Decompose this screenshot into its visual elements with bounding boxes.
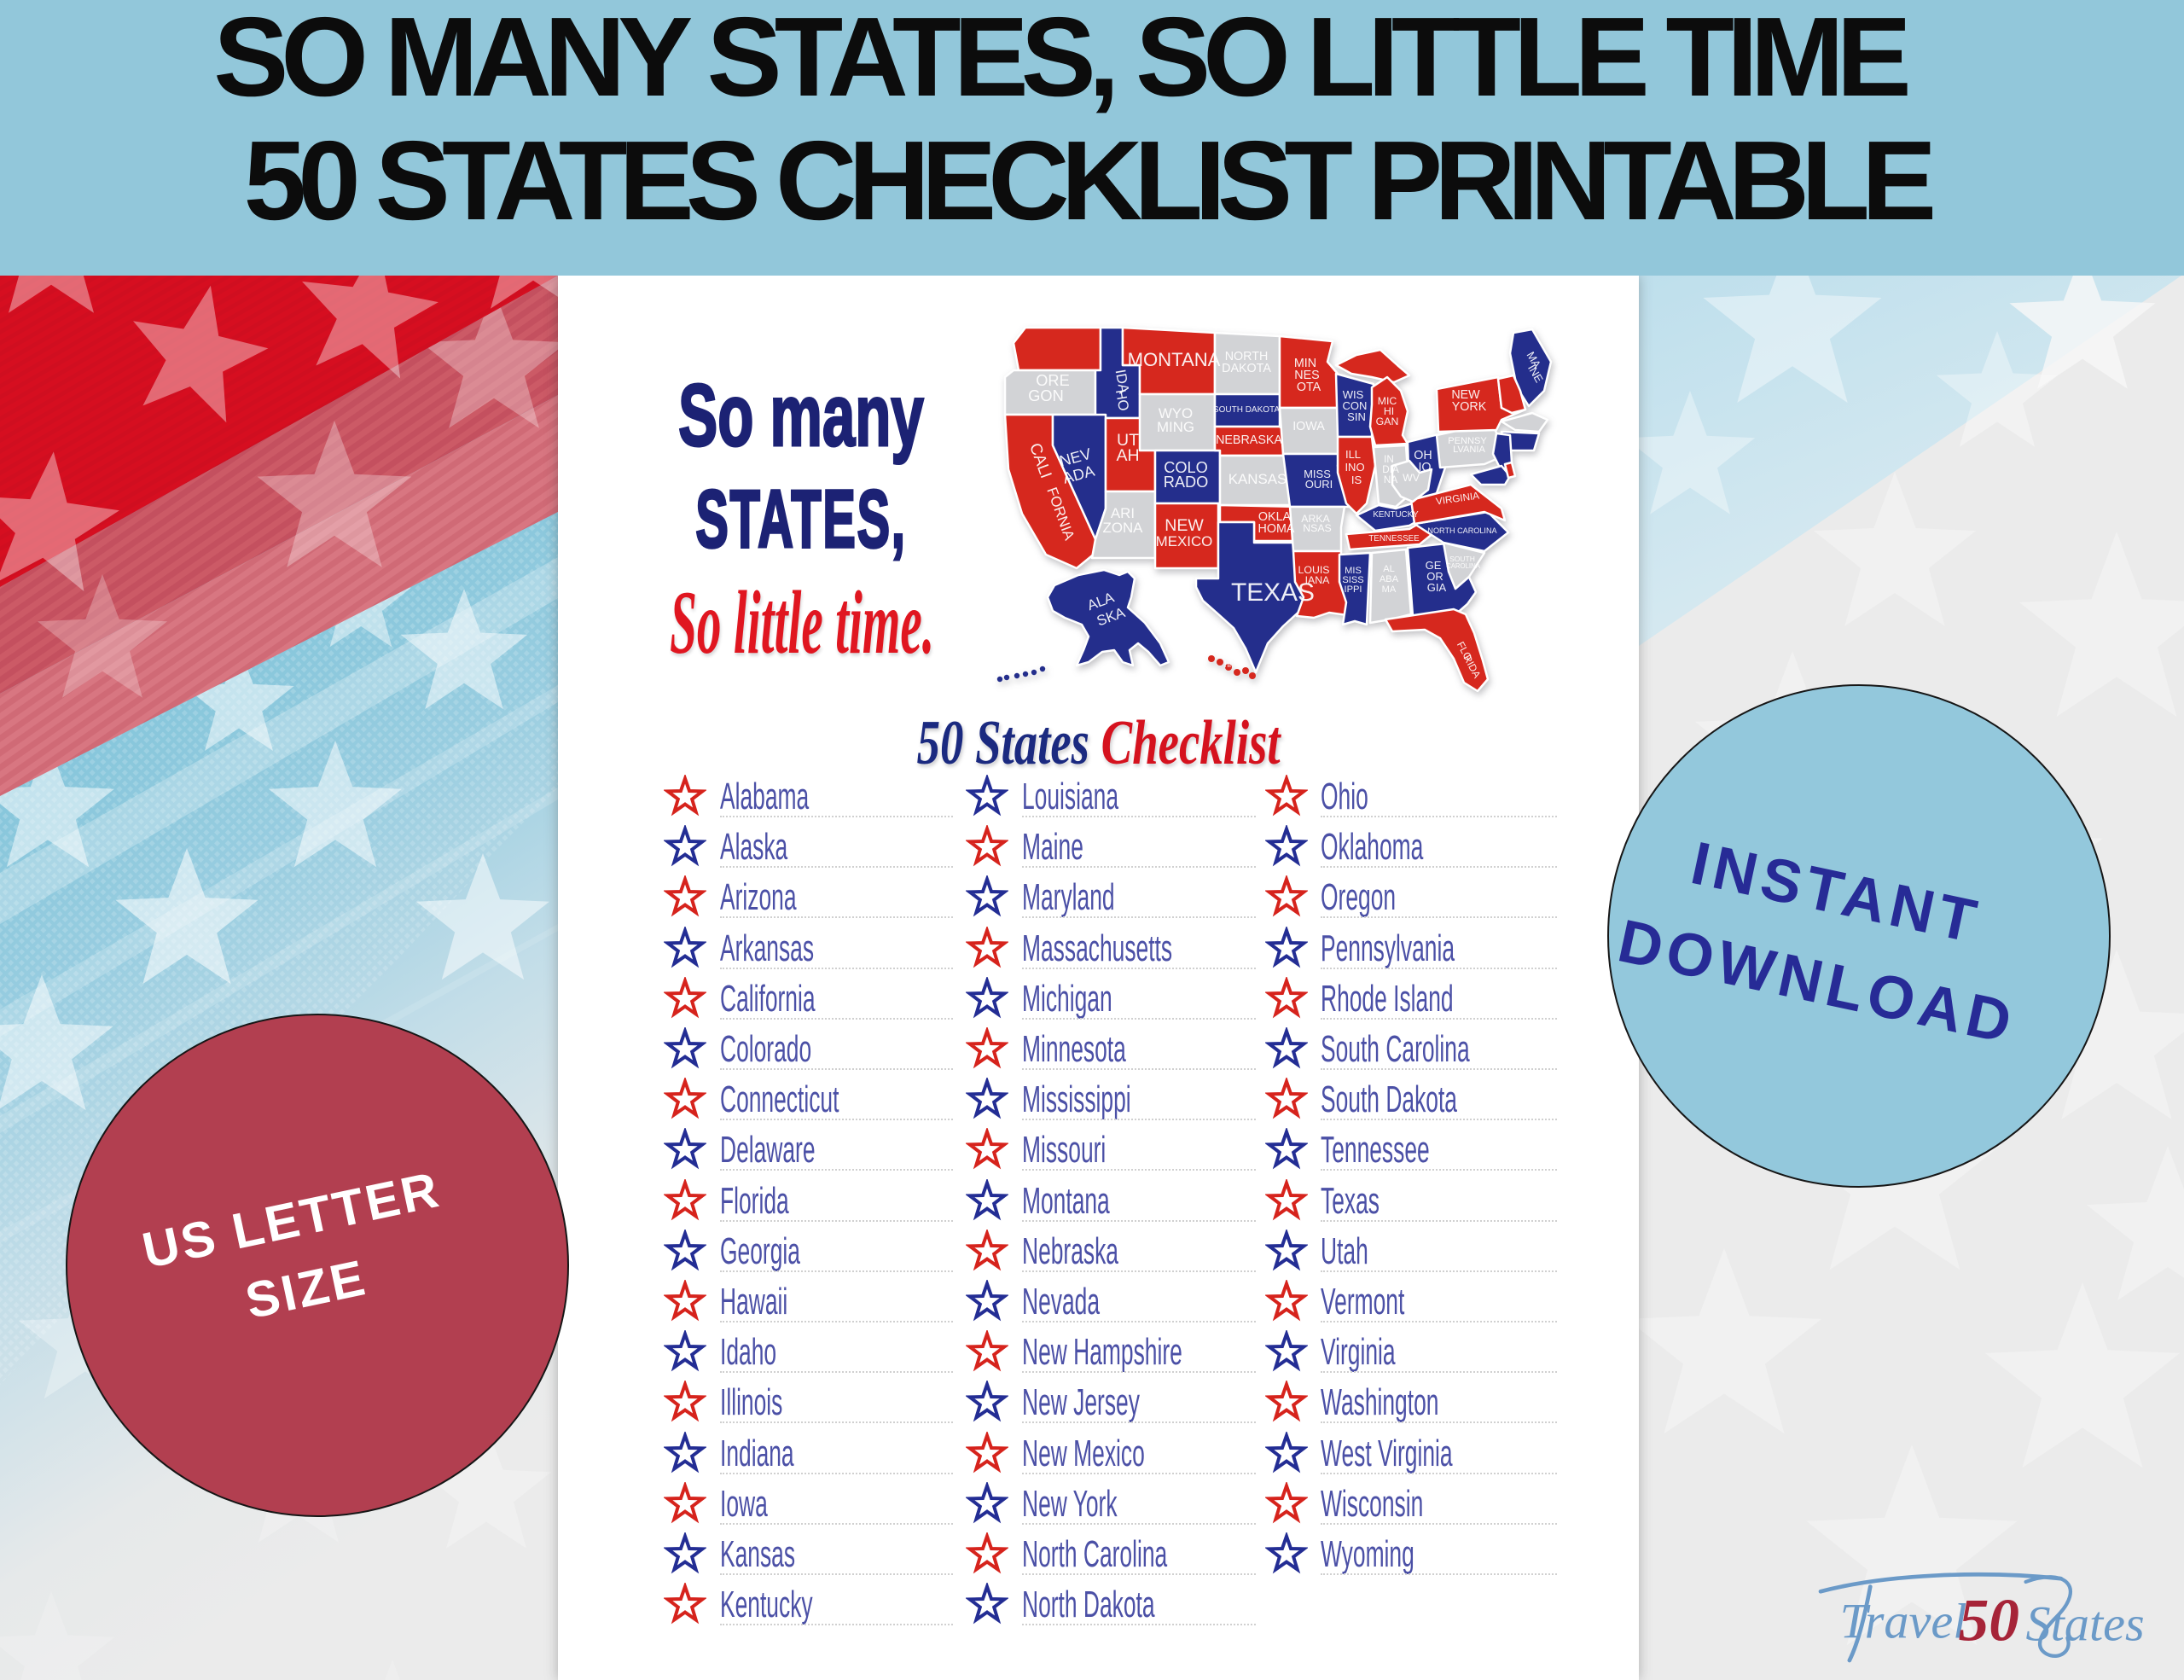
svg-text:YORK: YORK bbox=[1452, 400, 1487, 414]
svg-text:ARKA: ARKA bbox=[1301, 513, 1330, 525]
svg-text:HI: HI bbox=[1384, 405, 1394, 417]
svg-text:NA: NA bbox=[1384, 474, 1397, 485]
svg-text:TENNESSEE: TENNESSEE bbox=[1368, 534, 1420, 544]
svg-text:COLO: COLO bbox=[1164, 459, 1208, 476]
svg-text:WYO: WYO bbox=[1159, 405, 1193, 421]
svg-text:MISS: MISS bbox=[1304, 468, 1331, 480]
svg-text:MING: MING bbox=[1157, 419, 1194, 435]
svg-text:NORTH CAROLINA: NORTH CAROLINA bbox=[1427, 526, 1497, 535]
svg-text:DAKOTA: DAKOTA bbox=[1222, 362, 1271, 375]
svg-text:NORTH: NORTH bbox=[1225, 350, 1269, 363]
svg-text:NSAS: NSAS bbox=[1303, 522, 1332, 534]
svg-text:HOMA: HOMA bbox=[1258, 522, 1295, 536]
svg-text:ABA: ABA bbox=[1380, 574, 1399, 584]
svg-text:MIN: MIN bbox=[1294, 357, 1316, 370]
svg-text:MONTANA: MONTANA bbox=[1128, 349, 1221, 370]
svg-text:SISS: SISS bbox=[1342, 575, 1363, 585]
svg-text:NEW: NEW bbox=[1165, 516, 1204, 535]
svg-text:HO: HO bbox=[1112, 388, 1132, 412]
svg-text:TEXAS: TEXAS bbox=[1231, 578, 1315, 607]
svg-text:GIA: GIA bbox=[1427, 581, 1447, 594]
svg-text:LOUIS: LOUIS bbox=[1298, 564, 1330, 576]
svg-text:OKLA: OKLA bbox=[1258, 510, 1292, 524]
svg-text:MEXICO: MEXICO bbox=[1156, 533, 1213, 549]
svg-text:UT: UT bbox=[1117, 431, 1139, 450]
svg-text:KANSAS: KANSAS bbox=[1228, 471, 1287, 487]
svg-text:MIS: MIS bbox=[1345, 566, 1362, 576]
svg-text:MIC: MIC bbox=[1378, 395, 1397, 407]
svg-text:CON: CON bbox=[1343, 399, 1368, 412]
svg-text:IOWA: IOWA bbox=[1292, 420, 1325, 433]
svg-text:GAN: GAN bbox=[1376, 416, 1399, 427]
svg-text:IN: IN bbox=[1384, 454, 1394, 465]
svg-text:WV: WV bbox=[1403, 472, 1420, 484]
svg-text:IPPI: IPPI bbox=[1345, 584, 1362, 595]
svg-text:PENNSY: PENNSY bbox=[1448, 436, 1487, 446]
svg-text:RADO: RADO bbox=[1164, 474, 1209, 491]
svg-text:OH: OH bbox=[1414, 449, 1432, 462]
svg-text:50: 50 bbox=[1959, 1587, 2019, 1654]
svg-text:IDA: IDA bbox=[1112, 369, 1133, 396]
svg-text:OTA: OTA bbox=[1297, 381, 1321, 394]
svg-text:GE: GE bbox=[1426, 559, 1442, 572]
svg-text:WIS: WIS bbox=[1343, 388, 1364, 401]
svg-text:SOUTH: SOUTH bbox=[1449, 555, 1475, 563]
svg-text:ARI: ARI bbox=[1111, 505, 1135, 521]
svg-text:AH: AH bbox=[1116, 446, 1139, 465]
svg-text:ILL: ILL bbox=[1345, 448, 1361, 461]
svg-text:LVANIA: LVANIA bbox=[1453, 445, 1485, 455]
svg-text:IANA: IANA bbox=[1305, 574, 1330, 586]
svg-text:States: States bbox=[2026, 1596, 2145, 1652]
svg-text:SOUTH DAKOTA: SOUTH DAKOTA bbox=[1213, 405, 1280, 415]
svg-text:DIA: DIA bbox=[1382, 464, 1399, 475]
svg-text:AL: AL bbox=[1383, 564, 1395, 574]
svg-text:IS: IS bbox=[1351, 474, 1362, 486]
svg-text:MA: MA bbox=[1382, 584, 1397, 595]
svg-text:KENTUCKY: KENTUCKY bbox=[1373, 510, 1419, 520]
svg-text:ZONA: ZONA bbox=[1103, 520, 1144, 536]
svg-text:OR: OR bbox=[1426, 570, 1443, 583]
svg-text:NES: NES bbox=[1294, 369, 1319, 382]
svg-text:OURI: OURI bbox=[1305, 478, 1333, 491]
svg-text:INO: INO bbox=[1345, 461, 1364, 474]
svg-text:SIN: SIN bbox=[1347, 410, 1366, 423]
svg-text:GON: GON bbox=[1028, 387, 1063, 404]
svg-text:IO: IO bbox=[1418, 461, 1431, 474]
svg-text:NEBRASKA: NEBRASKA bbox=[1216, 433, 1282, 447]
svg-text:hi: hi bbox=[1224, 660, 1231, 670]
svg-text:CAROLINA: CAROLINA bbox=[1446, 562, 1481, 570]
svg-text:NEW: NEW bbox=[1451, 388, 1480, 402]
svg-text:ORE: ORE bbox=[1036, 372, 1069, 389]
